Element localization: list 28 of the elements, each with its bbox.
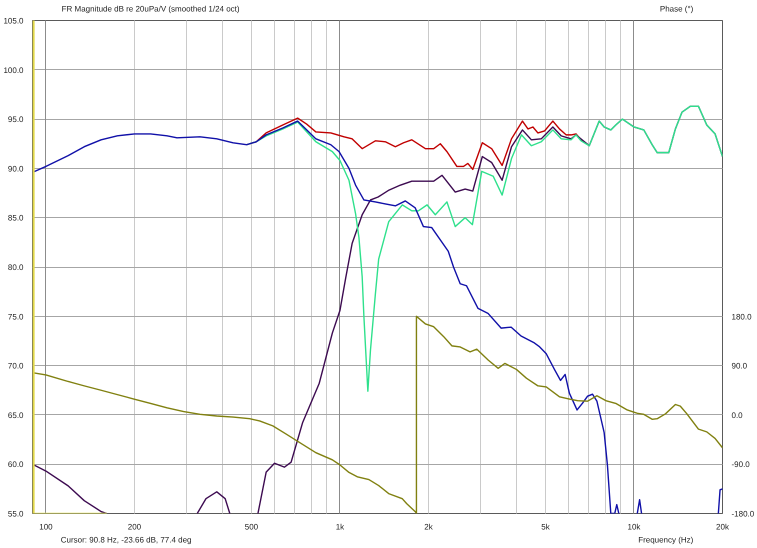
y-tick-label: 100.0 (3, 66, 24, 75)
y2-tick-label: -180.0 (732, 510, 755, 518)
x-tick-label: 100 (39, 522, 54, 532)
x-axis-title: Frequency (Hz) (638, 536, 694, 544)
y-tick-label: 75.0 (8, 312, 24, 322)
y2-tick-label: 0.0 (732, 410, 744, 420)
x-tick-label: 5k (541, 522, 551, 532)
y-tick-label: 70.0 (8, 362, 24, 371)
x-tick-label: 1k (336, 522, 346, 532)
x-tick-label: 500 (244, 522, 259, 532)
y-tick-label: 105.0 (3, 16, 24, 26)
y-tick-label: 60.0 (8, 460, 24, 470)
x-tick-label: 2k (424, 522, 434, 532)
y-axis-title: FR Magnitude dB re 20uPa/V (smoothed 1/24 oct) (62, 4, 240, 14)
y-tick-label: 80.0 (8, 263, 24, 272)
x-tick-label: 20k (716, 522, 730, 532)
y2-tick-label: 180.0 (732, 312, 752, 322)
y-tick-label: 95.0 (8, 115, 24, 124)
y-tick-label: 85.0 (8, 214, 24, 223)
y-tick-label: 65.0 (8, 410, 24, 420)
y2-axis-title: Phase (°) (660, 4, 694, 14)
text: Cursor: 90.8 Hz, -23.66 dB, 77.4 deg (60, 536, 192, 544)
y-tick-label: 55.0 (8, 510, 24, 518)
y2-tick-label: -90.0 (732, 460, 750, 470)
x-tick-label: 10k (628, 522, 642, 532)
x-tick-label: 200 (128, 522, 142, 532)
y-tick-label: 90.0 (8, 164, 24, 174)
y2-tick-label: 90.0 (732, 362, 748, 371)
